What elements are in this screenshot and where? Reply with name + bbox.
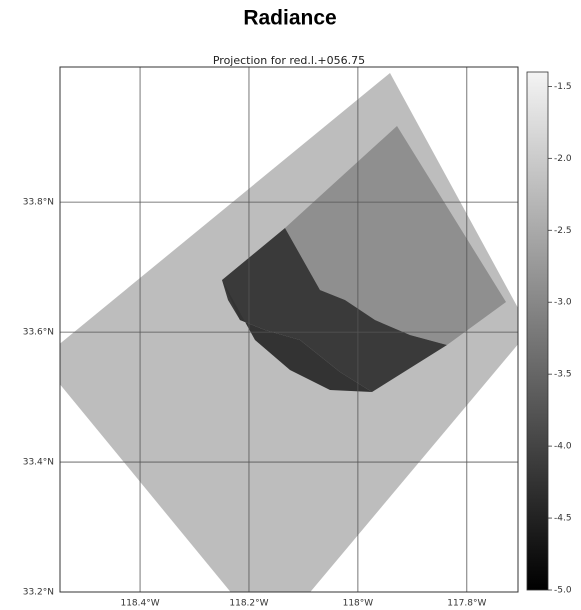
y-tick-label: 33.4°N xyxy=(23,458,54,468)
colorbar-tick-label: -4.5 xyxy=(554,514,572,524)
y-tick-label: 33.2°N xyxy=(23,588,54,598)
colorbar-tick-label: -2.0 xyxy=(554,154,572,164)
colorbar-tick-label: -2.5 xyxy=(554,226,572,236)
figure: Radiance Projection for red.l.+056.75 11… xyxy=(0,0,581,610)
x-tick-label: 118.2°W xyxy=(229,599,268,609)
colorbar-tick-label: -3.0 xyxy=(554,298,572,308)
chart-title: Radiance xyxy=(243,7,336,30)
colorbar xyxy=(527,72,548,590)
x-tick-label: 117.8°W xyxy=(447,599,486,609)
colorbar-tick-label: -3.5 xyxy=(554,370,572,380)
colorbar-tick-label: -1.5 xyxy=(554,82,572,92)
chart-subtitle: Projection for red.l.+056.75 xyxy=(213,54,365,67)
y-tick-label: 33.8°N xyxy=(23,198,54,208)
colorbar-tick-label: -5.0 xyxy=(554,586,572,596)
colorbar-tick-label: -4.0 xyxy=(554,442,572,452)
x-tick-label: 118.4°W xyxy=(120,599,159,609)
y-tick-label: 33.6°N xyxy=(23,328,54,338)
x-tick-label: 118°W xyxy=(343,599,374,609)
map-image xyxy=(40,67,530,610)
